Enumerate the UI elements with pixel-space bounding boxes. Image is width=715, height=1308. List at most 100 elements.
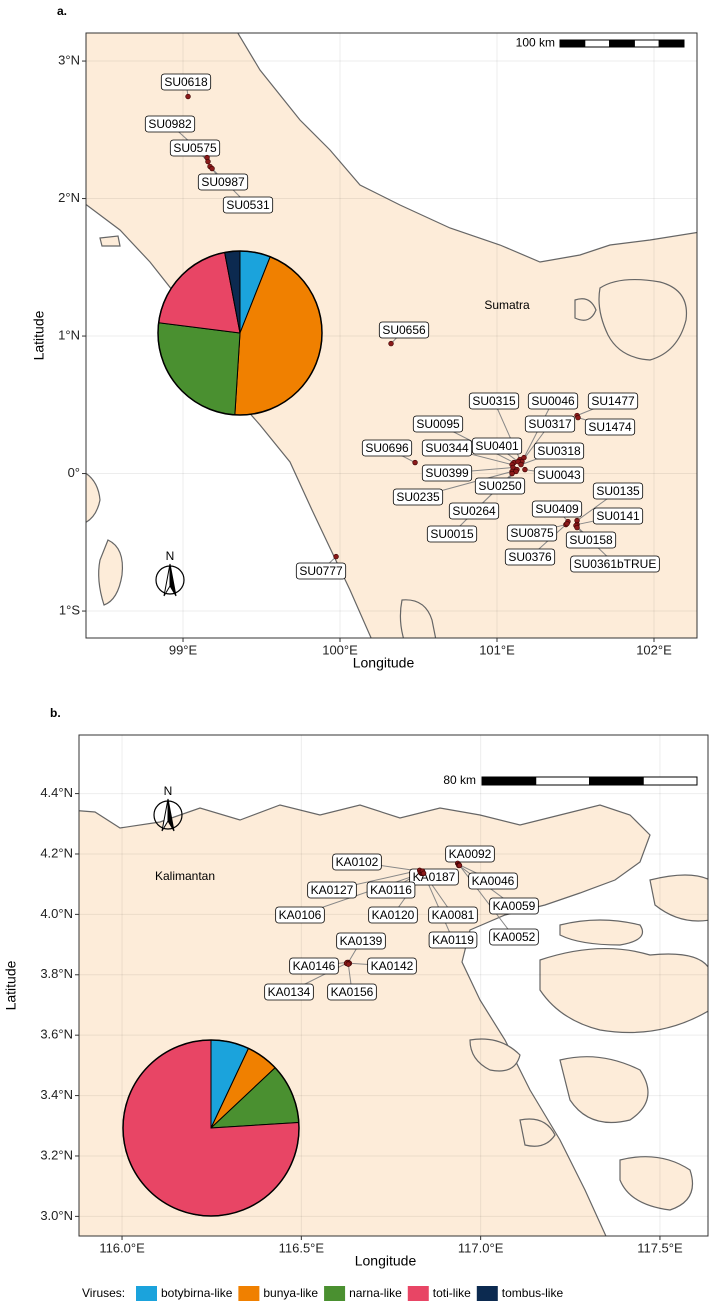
sample-label: SU0318 (537, 444, 581, 458)
y-axis-title: Latitude (31, 310, 47, 360)
sample-label: SU0409 (535, 502, 579, 516)
label-box (368, 906, 418, 924)
label-box (421, 464, 473, 482)
x-tick-label: 116.0°E (99, 1240, 145, 1255)
y-tick-label: 4.4°N (40, 785, 73, 800)
sample-label: SU1477 (591, 394, 635, 408)
legend: Viruses: botybirna-like bunya-like narna-li… (82, 1286, 563, 1301)
label-box (489, 928, 539, 946)
label-box (307, 881, 357, 899)
label-box (421, 439, 473, 457)
sample-point (518, 461, 524, 468)
label-box (361, 439, 413, 457)
label-box (570, 555, 660, 573)
x-tick-label: 117.0°E (458, 1240, 504, 1255)
sample-label: KA0116 (370, 883, 412, 897)
label-box (471, 437, 523, 455)
sample-label: KA0052 (493, 930, 536, 944)
sample-label: SU0618 (164, 75, 208, 89)
y-tick-label: 0° (68, 465, 80, 480)
label-box (527, 392, 579, 410)
sample-label: KA0134 (268, 985, 311, 999)
sample-label: SU0043 (537, 468, 581, 482)
panel-border (85, 32, 698, 639)
sample-point (564, 520, 570, 527)
sample-point (456, 862, 463, 869)
scale-label: 100 km (516, 36, 555, 50)
north-arrow-right (167, 798, 175, 832)
label-box (587, 392, 639, 410)
label-box (531, 500, 583, 518)
scale-bar-segment (589, 776, 644, 786)
sample-label: KA0106 (279, 908, 322, 922)
label-box (489, 897, 539, 915)
sample-label: SU0317 (528, 417, 572, 431)
panel-tag: b. (50, 706, 61, 720)
label-box (367, 957, 417, 975)
sample-label: SU0401 (475, 439, 519, 453)
label-box (222, 196, 274, 214)
sample-label: SU0875 (510, 526, 554, 540)
sample-point (509, 470, 515, 477)
sample-label: SU0575 (173, 141, 217, 155)
legend-label: tombus-like (502, 1286, 564, 1300)
label-box (584, 418, 636, 436)
sample-point (333, 553, 339, 560)
legend-label: botybirna-like (161, 1286, 233, 1300)
y-tick-label: 3.6°N (40, 1027, 73, 1042)
sample-points (343, 860, 463, 967)
legend-title: Viruses: (82, 1286, 125, 1300)
scale-bar-segment (633, 39, 660, 48)
y-tick-label: 3.8°N (40, 966, 73, 981)
label-box (592, 482, 644, 500)
y-tick-label: 4.0°N (40, 906, 73, 921)
panel: 99°E 100°E 101°E 102°E 3°N 2°N 1°N 0° 1°S a. Longi… (31, 4, 697, 671)
sample-label: KA0119 (432, 933, 474, 947)
y-tick-label: 3°N (58, 52, 80, 67)
label-box (332, 853, 382, 871)
sample-label: SU1474 (588, 420, 632, 434)
label-box (412, 415, 464, 433)
sample-label: KA0142 (371, 959, 414, 973)
sample-label: SU0361bTRUE (574, 557, 657, 571)
label-box (169, 139, 221, 157)
sample-label: SU0264 (452, 504, 496, 518)
y-axis-title: Latitude (3, 960, 19, 1010)
label-box (264, 983, 314, 1001)
x-tick-label: 116.5°E (279, 1240, 325, 1255)
label-box (428, 931, 478, 949)
label-box (592, 507, 644, 525)
sample-label: SU0135 (596, 484, 640, 498)
label-box (533, 442, 585, 460)
sample-point (388, 340, 394, 347)
pie-outline (122, 1039, 300, 1217)
label-box (426, 525, 478, 543)
sample-label: SU0315 (472, 394, 516, 408)
sample-point (574, 524, 580, 531)
label-box (468, 392, 520, 410)
scale-bar-segment (658, 39, 685, 48)
label-box (160, 73, 212, 91)
sample-label: SU0344 (425, 441, 469, 455)
label-box (392, 488, 444, 506)
sample-label: SU0015 (430, 527, 474, 541)
y-tick-label: 2°N (58, 190, 80, 205)
sample-label: SU0376 (508, 550, 552, 564)
sample-label: SU0235 (396, 490, 440, 504)
scale-bar-segment (584, 39, 611, 48)
label-box (468, 872, 518, 890)
sample-label: KA0081 (432, 908, 475, 922)
pie-outline (157, 250, 323, 416)
y-tick-label: 3.2°N (40, 1147, 73, 1162)
y-tick-label: 4.2°N (40, 845, 73, 860)
sample-point (209, 165, 215, 172)
label-box (448, 502, 500, 520)
scale-label: 80 km (443, 773, 476, 787)
y-tick-label: 3.4°N (40, 1087, 73, 1102)
region-label: Kalimantan (155, 869, 215, 883)
label-box (445, 845, 495, 863)
label-box (533, 466, 585, 484)
scale-bar-segment (609, 39, 635, 48)
x-axis-title: Longitude (355, 1253, 417, 1269)
sample-label: KA0120 (372, 908, 415, 922)
